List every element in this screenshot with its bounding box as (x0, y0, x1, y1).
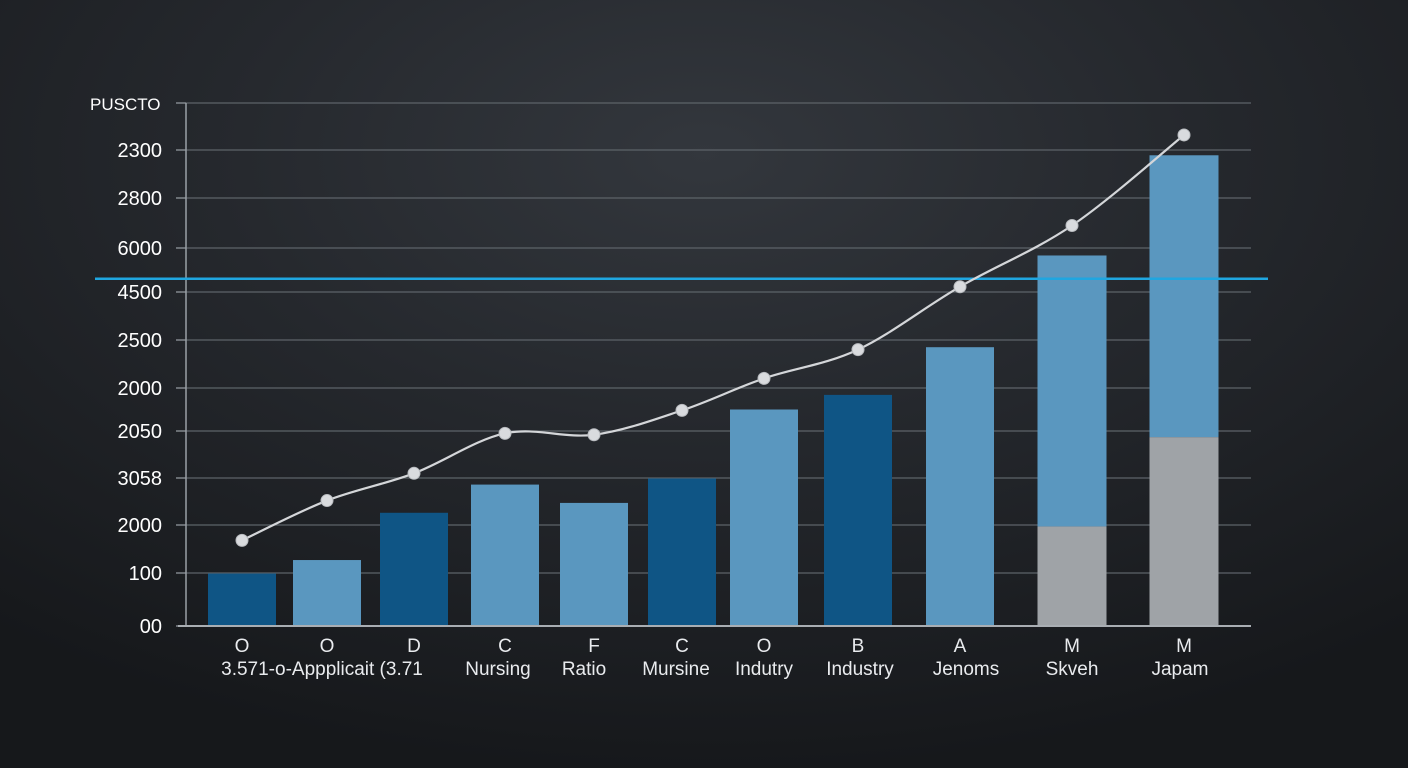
x-category-code: F (588, 636, 600, 657)
x-category-code: C (675, 636, 689, 657)
y-tick-label: 2000 (118, 378, 163, 400)
bar (1037, 255, 1107, 527)
x-category-labels: O O D C F C O B A M M 3.571-o-Appplicait (3.71 Nursi… (221, 636, 1208, 680)
y-tick-label: 2500 (118, 330, 163, 352)
trend-point (675, 403, 689, 417)
y-tick-label: 2000 (118, 515, 163, 537)
bar (730, 409, 798, 626)
y-tick-label: 3058 (118, 468, 163, 490)
trend-point (320, 494, 334, 508)
x-category-name: Japam (1151, 659, 1208, 680)
y-tick-label: 2800 (118, 188, 163, 210)
bar (1149, 155, 1219, 438)
trend-point (1065, 219, 1079, 232)
trend-point (851, 343, 865, 357)
y-tick-label: 4500 (118, 282, 163, 304)
bar-base-segment (1149, 437, 1219, 626)
x-category-name: Jenoms (933, 659, 1000, 680)
trend-point (757, 371, 771, 385)
y-axis-title: PUSCTO (90, 95, 161, 114)
trend-point (1177, 128, 1191, 142)
trend-point (498, 426, 512, 440)
x-category-name: Mursine (642, 659, 710, 680)
trend-line-group (235, 128, 1191, 547)
bar (471, 484, 539, 626)
trend-point (407, 466, 421, 480)
x-category-code: M (1176, 636, 1192, 657)
y-tick-labels: 00 100 2000 3058 2050 2000 2500 4500 6000 2800 230… (118, 140, 163, 638)
bar-base-segment (1037, 526, 1107, 626)
y-tick-label: 2050 (118, 421, 163, 443)
x-category-code: O (320, 636, 335, 657)
bars (208, 155, 1219, 626)
y-tick-label: 2300 (118, 140, 163, 162)
bar (824, 394, 892, 626)
bar (208, 573, 276, 626)
axes (178, 103, 1251, 627)
x-category-name: Indutry (735, 659, 794, 680)
bar (648, 478, 716, 626)
bar (560, 502, 628, 626)
trend-line (241, 134, 1185, 542)
trend-point (587, 428, 601, 442)
x-category-code: M (1064, 636, 1080, 657)
x-category-code: O (235, 636, 250, 657)
bar (380, 512, 448, 626)
x-category-name: 3.571-o-Appplicait (3.71 (221, 659, 423, 680)
x-category-name: Skveh (1046, 659, 1099, 680)
bar (293, 560, 361, 626)
x-category-code: B (852, 636, 865, 657)
x-category-code: C (498, 636, 512, 657)
x-category-code: O (757, 636, 772, 657)
x-category-code: D (407, 636, 421, 657)
trend-point (953, 280, 967, 294)
x-category-name: Industry (826, 659, 894, 680)
x-category-name: Nursing (465, 659, 530, 680)
y-tick-label: 00 (140, 616, 162, 638)
bar (926, 347, 994, 626)
y-tick-label: 100 (129, 563, 162, 585)
trend-point (235, 533, 249, 547)
x-category-code: A (954, 636, 967, 657)
y-tick-label: 6000 (118, 238, 163, 260)
x-category-name: Ratio (562, 659, 606, 680)
